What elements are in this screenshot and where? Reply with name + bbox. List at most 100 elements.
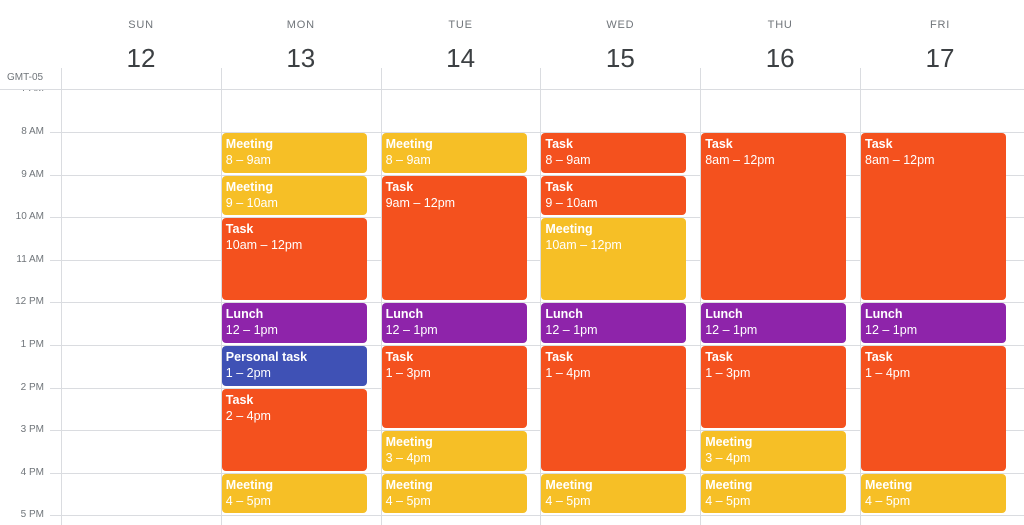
event[interactable]: Lunch 12 – 1pm <box>541 303 687 343</box>
day-number: 16 <box>765 43 795 73</box>
event-title: Task <box>865 350 893 364</box>
hour-label: 2 PM <box>20 381 44 393</box>
event-title: Lunch <box>705 307 743 322</box>
event[interactable]: Meeting 10am – 12pm <box>541 218 687 301</box>
event-time: 1 – 4pm <box>865 366 911 380</box>
column-divider <box>61 68 62 90</box>
hour-label: 10 AM <box>15 211 44 223</box>
event[interactable]: Lunch 12 – 1pm <box>861 303 1006 343</box>
event-title: Task <box>705 137 733 151</box>
grid-line <box>50 302 1024 304</box>
grid-line <box>50 132 1024 133</box>
event-title: Meeting <box>225 179 274 194</box>
hour-label: 5 PM <box>20 509 44 521</box>
event[interactable]: Meeting 3 – 4pm <box>381 431 527 471</box>
event-title: Meeting <box>705 477 753 492</box>
event-title: Lunch <box>865 307 903 322</box>
event-title: Lunch <box>545 307 583 322</box>
hour-label: 3 PM <box>20 424 44 436</box>
event[interactable]: Meeting 4 – 5pm <box>861 473 1006 514</box>
event[interactable]: Meeting 4 – 5pm <box>701 473 847 514</box>
event[interactable]: Meeting 8 – 9am <box>381 133 527 173</box>
hour-label: 1 PM <box>20 339 44 350</box>
day-number: 13 <box>286 43 316 73</box>
event[interactable]: Task 9am – 12pm <box>381 175 527 301</box>
timezone: GMT-05 <box>7 72 44 83</box>
day-name: THU <box>767 19 793 31</box>
column-divider <box>540 90 542 525</box>
event[interactable]: Personal task 1 – 2pm <box>221 346 367 386</box>
event-time: 12 – 1pm <box>705 323 758 338</box>
event-title: Lunch <box>385 307 424 322</box>
column-divider <box>220 90 222 525</box>
event[interactable]: Lunch 12 – 1pm <box>221 303 367 343</box>
day-number: 17 <box>925 43 955 73</box>
event-title: Task <box>545 137 573 151</box>
grid-line <box>50 174 1024 176</box>
hour-label: 11 AM <box>16 253 44 265</box>
day-name: MON <box>286 19 315 31</box>
event[interactable]: Meeting 9 – 10am <box>221 175 367 216</box>
column-divider <box>860 68 861 90</box>
event-time: 4 – 5pm <box>385 493 431 508</box>
event[interactable]: Task 2 – 4pm <box>221 388 367 471</box>
grid-line <box>50 515 1024 517</box>
event[interactable]: Task 1 – 3pm <box>381 346 527 429</box>
event-title: Meeting <box>385 477 433 492</box>
event-time: 8 – 9am <box>225 153 271 167</box>
event[interactable]: Task 1 – 4pm <box>541 346 687 471</box>
event-time: 12 – 1pm <box>865 323 918 338</box>
event[interactable]: Task 8am – 12pm <box>861 133 1006 301</box>
event[interactable]: Meeting 4 – 5pm <box>541 473 687 514</box>
column-divider <box>540 68 542 90</box>
event-title: Task <box>225 222 254 237</box>
event[interactable]: Meeting 8 – 9am <box>221 133 367 173</box>
event-time: 1 – 4pm <box>545 366 591 380</box>
event[interactable]: Meeting 3 – 4pm <box>701 431 847 471</box>
day-number: 14 <box>446 43 476 73</box>
event-time: 8am – 12pm <box>705 153 775 167</box>
event-title: Task <box>545 350 573 364</box>
event[interactable]: Task 10am – 12pm <box>221 218 367 301</box>
event[interactable]: Task 9 – 10am <box>541 175 687 216</box>
event[interactable]: Meeting 4 – 5pm <box>221 473 367 514</box>
event-time: 2 – 4pm <box>225 408 271 423</box>
day-name: FRI <box>929 19 951 31</box>
event-title: Lunch <box>225 307 264 322</box>
header-border <box>0 89 1024 90</box>
event[interactable]: Task 1 – 4pm <box>861 346 1006 471</box>
event-title: Task <box>865 137 893 151</box>
event[interactable]: Meeting 4 – 5pm <box>381 473 527 514</box>
hour-label: 12 PM <box>15 296 44 308</box>
event-time: 4 – 5pm <box>705 493 751 508</box>
event[interactable]: Task 1 – 3pm <box>701 346 847 429</box>
event-title: Meeting <box>865 477 913 492</box>
event-title: Personal task <box>225 350 308 364</box>
time-grid: 7 AM 8 AM 9 AM 10 AM 11 AM 12 PM 1 PM 2 PM 3 PM 4… <box>0 90 1024 525</box>
event[interactable]: Lunch 12 – 1pm <box>701 303 847 343</box>
event-time: 4 – 5pm <box>225 493 271 508</box>
event-time: 9 – 10am <box>225 195 278 210</box>
hour-label: 7 AM <box>0 90 44 94</box>
event-title: Meeting <box>545 477 593 492</box>
grid-line <box>50 345 1024 346</box>
day-name: WED <box>606 19 635 31</box>
event-title: Meeting <box>385 137 433 151</box>
event-time: 4 – 5pm <box>865 493 911 508</box>
event-title: Task <box>385 350 414 364</box>
event-time: 1 – 3pm <box>385 366 431 380</box>
grid-line <box>50 472 1024 474</box>
event-title: Meeting <box>385 435 433 450</box>
grid-line <box>50 387 1024 389</box>
hour-label: 9 AM <box>21 168 44 180</box>
event[interactable]: Task 8 – 9am <box>541 133 687 173</box>
event-time: 9am – 12pm <box>385 195 456 210</box>
event-title: Meeting <box>545 222 593 237</box>
event[interactable]: Lunch 12 – 1pm <box>381 303 527 343</box>
event-title: Task <box>385 179 414 194</box>
event[interactable]: Task 8am – 12pm <box>701 133 847 301</box>
event-time: 12 – 1pm <box>225 323 278 338</box>
event-time: 4 – 5pm <box>545 493 591 508</box>
event-time: 3 – 4pm <box>705 451 751 466</box>
